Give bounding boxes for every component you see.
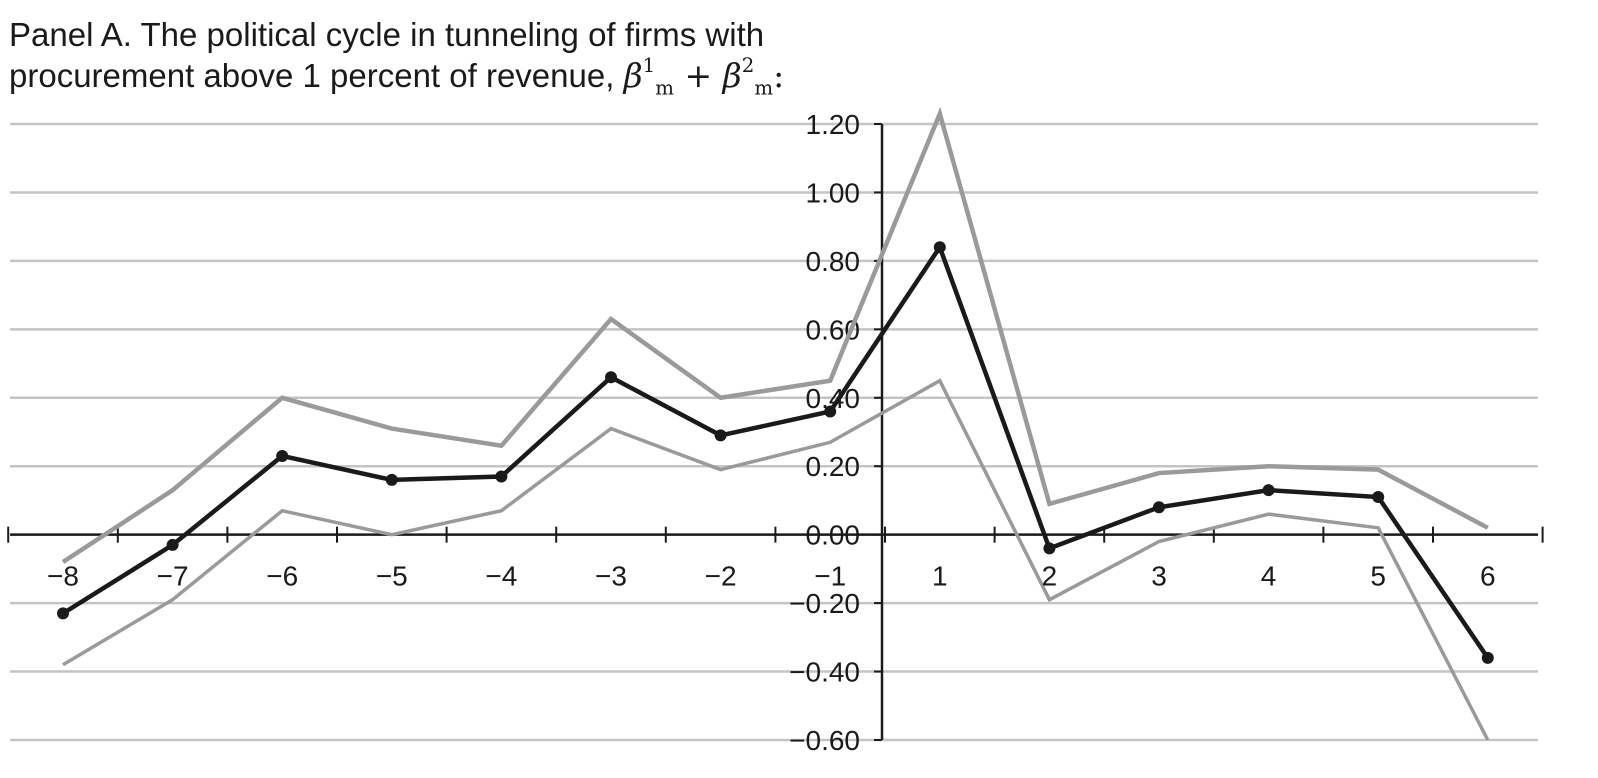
y-tick-label: 0.00 (806, 520, 861, 551)
gridlines (10, 122, 1538, 742)
title-math-expression: β1m + β2m: (623, 54, 785, 100)
chart-title-line-1: Panel A. The political cycle in tunnelin… (9, 16, 765, 53)
y-tick-label: −0.20 (789, 588, 860, 619)
x-tick-label: −2 (705, 561, 737, 592)
y-tick-label: 0.80 (806, 246, 861, 277)
data-point-estimate (57, 607, 69, 620)
series-line-upper (61, 106, 1489, 564)
y-tick-label: 1.00 (806, 177, 861, 208)
x-tick-label: −7 (157, 561, 189, 592)
y-tick-labels: 1.201.000.800.600.400.200.00−0.20−0.40−0… (789, 109, 860, 756)
data-point-estimate (824, 405, 837, 418)
x-tick-label: −8 (47, 561, 79, 592)
data-point-estimate (1043, 542, 1056, 555)
data-point-estimate (1372, 491, 1385, 504)
data-point-estimate (385, 473, 398, 486)
y-tick-label: 1.20 (806, 109, 861, 140)
data-point-estimate (714, 429, 727, 442)
data-point-estimate (1262, 484, 1275, 497)
x-tick-label: −4 (485, 561, 517, 592)
data-point-estimate (1153, 501, 1165, 514)
x-tick-label: 5 (1370, 561, 1386, 592)
x-tick-label: −5 (376, 561, 408, 592)
y-tick-label: 0.20 (806, 451, 861, 482)
y-tick-label: −0.40 (789, 657, 860, 688)
x-tick-label: −3 (595, 561, 627, 592)
x-tick-label: −6 (266, 561, 298, 592)
x-tick-labels: −8 −7 −6 −5 −4 −3 −2 −1 1 2 3 4 5 6 (47, 561, 1496, 592)
x-tick-label: −1 (814, 561, 846, 592)
y-tick-label: −0.60 (789, 725, 860, 756)
data-point-estimate (605, 371, 617, 384)
data-point-estimate (166, 538, 179, 551)
data-point-estimate (933, 241, 946, 254)
x-tick-label: 1 (932, 561, 948, 592)
chart-title-line-2-text: procurement above 1 percent of revenue, (9, 57, 615, 94)
x-tick-label: 6 (1480, 561, 1496, 592)
data-point-estimate (495, 470, 508, 483)
series-line-lower (62, 378, 1490, 741)
series-lines (57, 106, 1494, 741)
x-tick-label: 2 (1042, 561, 1058, 592)
chart-title: Panel A. The political cycle in tunnelin… (9, 18, 784, 106)
chart-title-line-2: procurement above 1 percent of revenue, … (9, 52, 784, 106)
data-point-estimate (1481, 651, 1494, 664)
series-line-estimate (61, 242, 1490, 660)
x-tick-label: 4 (1261, 561, 1277, 592)
x-tick-label: 3 (1151, 561, 1167, 592)
data-point-estimate (276, 449, 289, 462)
